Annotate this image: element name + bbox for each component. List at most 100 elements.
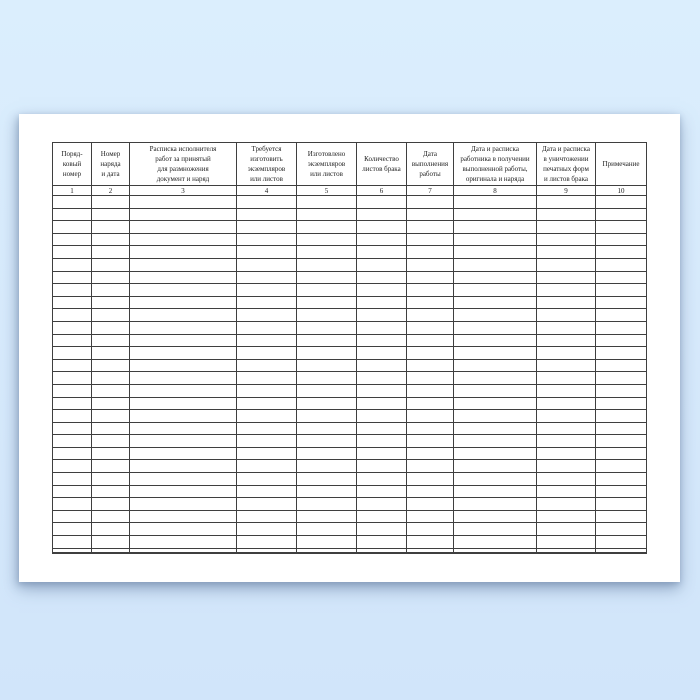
column-number-cell: 4 [236,185,297,196]
empty-cell [453,333,537,348]
empty-cell [129,346,237,360]
empty-cell [453,257,537,272]
empty-cell [91,472,130,486]
empty-cell [129,207,237,222]
table-row [52,522,647,537]
empty-cell [453,195,537,209]
empty-cell [356,257,407,272]
empty-cell [453,547,537,554]
empty-cell [453,320,537,335]
empty-cell [52,509,92,524]
empty-cell [356,358,407,373]
empty-cell [296,295,357,310]
empty-cell [236,270,297,285]
empty-cell [129,308,237,322]
empty-cell [236,472,297,486]
table-row [52,320,647,335]
empty-cell [536,509,596,524]
empty-cell [595,232,647,247]
table-row [52,484,647,499]
empty-cell [52,535,92,549]
empty-cell [356,421,407,436]
empty-cell [536,320,596,335]
empty-cell [356,346,407,360]
empty-cell [129,283,237,297]
empty-cell [406,459,454,474]
empty-cell [129,472,237,486]
empty-cell [595,320,647,335]
empty-cell [595,459,647,474]
empty-cell [536,497,596,511]
empty-cell [296,245,357,259]
empty-cell [453,270,537,285]
table-row [52,509,647,524]
empty-cell [595,371,647,385]
empty-cell [536,446,596,461]
column-number-cell: 8 [453,185,537,196]
table-body [52,195,647,554]
empty-cell [236,547,297,554]
table-row [52,497,647,511]
empty-cell [536,295,596,310]
empty-cell [453,232,537,247]
table-row [52,270,647,285]
empty-cell [52,283,92,297]
empty-cell [406,333,454,348]
empty-cell [356,446,407,461]
empty-cell [406,320,454,335]
empty-cell [453,396,537,411]
empty-cell [536,535,596,549]
column-header-order-number-date: Номер наряда и дата [91,142,130,186]
empty-cell [129,232,237,247]
column-number-cell: 1 [52,185,92,196]
empty-cell [52,459,92,474]
column-number-cell: 7 [406,185,454,196]
empty-cell [453,245,537,259]
empty-cell [91,383,130,398]
empty-cell [52,245,92,259]
empty-cell [129,535,237,549]
empty-cell [406,522,454,537]
empty-cell [536,371,596,385]
empty-cell [536,421,596,436]
empty-cell [129,320,237,335]
column-header-copies-made: Изготовлено экземпляров или листов [296,142,357,186]
empty-cell [52,421,92,436]
column-number-cell: 9 [536,185,596,196]
empty-cell [236,459,297,474]
empty-cell [406,396,454,411]
empty-cell [129,484,237,499]
table-header-row: Поряд- ковый номер Номер наряда и дата Р… [52,142,647,186]
journal-table: Поряд- ковый номер Номер наряда и дата Р… [52,142,647,554]
column-number-cell: 2 [91,185,130,196]
empty-cell [91,232,130,247]
empty-cell [52,333,92,348]
empty-cell [453,308,537,322]
empty-cell [453,509,537,524]
empty-cell [52,522,92,537]
empty-cell [236,497,297,511]
empty-cell [91,308,130,322]
empty-cell [536,207,596,222]
empty-cell [52,257,92,272]
empty-cell [453,358,537,373]
empty-cell [236,446,297,461]
empty-cell [91,459,130,474]
empty-cell [52,371,92,385]
empty-cell [52,547,92,554]
empty-cell [236,333,297,348]
empty-cell [406,535,454,549]
empty-cell [595,220,647,234]
column-header-copies-required: Требуется изготовить экземпляров или лис… [236,142,297,186]
empty-cell [356,522,407,537]
empty-cell [453,207,537,222]
empty-cell [52,409,92,423]
empty-cell [236,383,297,398]
empty-cell [536,257,596,272]
empty-cell [406,446,454,461]
empty-cell [129,383,237,398]
table-row [52,434,647,448]
empty-cell [356,434,407,448]
empty-cell [406,257,454,272]
empty-cell [296,497,357,511]
